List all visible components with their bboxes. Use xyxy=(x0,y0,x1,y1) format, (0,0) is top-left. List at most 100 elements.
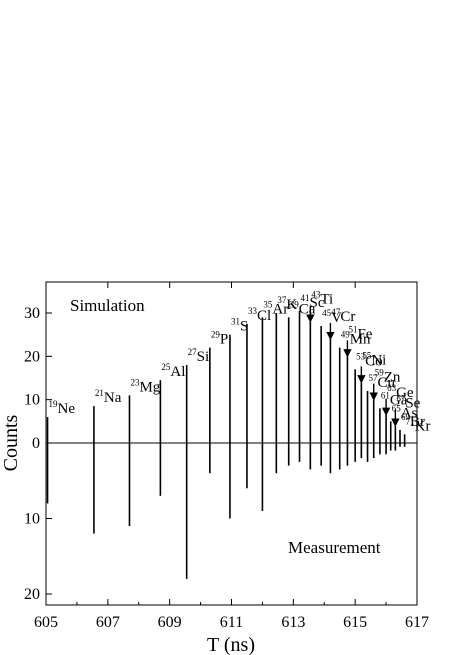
isotope-mass: 23 xyxy=(130,377,140,387)
isotope-mass: 27 xyxy=(188,347,198,357)
isotope-mass: 29 xyxy=(211,330,221,340)
isotope-element: V xyxy=(331,310,342,326)
isotope-element: Br xyxy=(410,414,425,430)
isotope-label: 51Fe xyxy=(348,324,372,342)
isotope-mass: 35 xyxy=(263,299,273,309)
isotope-element: Na xyxy=(104,390,122,406)
isotope-label: 29P xyxy=(211,330,228,348)
isotope-mass: 65 xyxy=(392,403,402,413)
isotope-element: Mn xyxy=(350,332,371,348)
isotope-element: Ne xyxy=(58,401,76,417)
isotope-mass: 43 xyxy=(311,290,321,300)
isotope-label: 49Mn xyxy=(341,330,371,348)
isotope-mass: 53 xyxy=(356,351,366,361)
isotope-mass: 37 xyxy=(277,295,287,305)
isotope-mass: 45 xyxy=(322,308,332,318)
x-tick-label: 615 xyxy=(343,614,367,631)
isotope-element: Ga xyxy=(390,392,408,408)
isotope-label: 43Ti xyxy=(311,290,333,308)
x-tick-label: 617 xyxy=(405,614,429,631)
y-tick-label: 10 xyxy=(24,392,40,409)
isotope-label: 53Co xyxy=(356,351,383,369)
measurement-peaks xyxy=(46,443,406,579)
isotope-label: 27Si xyxy=(188,347,210,365)
isotope-element: Fe xyxy=(357,326,372,342)
isotope-element: Co xyxy=(365,353,383,369)
isotope-label: 41Sc xyxy=(301,293,325,311)
isotope-label: 45V xyxy=(322,308,342,326)
isotope-labels: 19Ne21Na23Mg25Al27Si29P31S33Cl35Ar37K39C… xyxy=(49,290,431,435)
isotope-mass: 61 xyxy=(381,390,390,400)
isotope-label: 63Ge xyxy=(387,383,414,401)
isotope-element: Cr xyxy=(340,309,355,325)
isotope-label: 39Ca xyxy=(290,299,316,317)
x-tick-label: 607 xyxy=(96,614,120,631)
isotope-element: Ca xyxy=(299,301,316,317)
isotope-mass: 41 xyxy=(301,293,310,303)
simulation-label: Simulation xyxy=(70,296,145,315)
isotope-mass: 39 xyxy=(290,299,300,309)
isotope-mass: 55 xyxy=(362,350,372,360)
isotope-mass: 25 xyxy=(161,362,171,372)
isotope-element: Cl xyxy=(257,308,271,324)
isotope-element: Ar xyxy=(272,301,288,317)
isotope-label: 67Se xyxy=(396,394,420,412)
isotope-label: 69Br xyxy=(401,412,425,430)
isotope-element: Ge xyxy=(396,385,414,401)
isotope-label: 21Na xyxy=(95,388,122,406)
isotope-element: Cu xyxy=(378,375,396,391)
isotope-label: 23Mg xyxy=(130,377,160,395)
x-tick-label: 605 xyxy=(34,614,58,631)
y-axis-label: Counts xyxy=(0,414,22,471)
isotope-element: Se xyxy=(405,396,420,412)
isotope-element: S xyxy=(240,319,248,335)
isotope-mass: 31 xyxy=(231,317,240,327)
isotope-mass: 71 xyxy=(406,416,415,426)
isotope-mass: 47 xyxy=(331,307,341,317)
y-tick-label: 0 xyxy=(32,435,40,452)
isotope-label: 25Al xyxy=(161,362,185,380)
isotope-label: 71Kr xyxy=(406,416,431,434)
isotope-element: Ni xyxy=(371,352,386,368)
y-tick-label: 20 xyxy=(24,586,40,603)
isotope-element: As xyxy=(401,405,418,421)
isotope-element: Ti xyxy=(320,292,333,308)
y-axis-ticks-measurement: 10 20 xyxy=(24,511,52,603)
isotope-mass: 63 xyxy=(387,383,397,393)
y-tick-label: 20 xyxy=(24,348,40,365)
x-axis-ticks: 605 607 609 611 613 615 617 xyxy=(34,282,429,631)
measurement-label: Measurement xyxy=(288,538,381,557)
y-tick-label: 10 xyxy=(24,511,40,528)
isotope-mass: 19 xyxy=(49,399,59,409)
isotope-mass: 67 xyxy=(396,394,406,404)
isotope-label: 61Ga xyxy=(381,390,408,408)
isotope-mass: 33 xyxy=(248,306,257,316)
isotope-mass: 21 xyxy=(95,388,104,398)
x-axis-label: T (ns) xyxy=(207,634,255,655)
isotope-element: K xyxy=(286,297,297,313)
y-axis-ticks-simulation: 0 10 20 30 xyxy=(24,305,52,452)
isotope-label: 55Ni xyxy=(362,350,386,368)
simulation-peaks xyxy=(46,310,406,443)
isotope-label: 19Ne xyxy=(49,399,76,417)
isotope-mass: 49 xyxy=(341,330,351,340)
isotope-label: 65As xyxy=(392,403,418,421)
x-tick-label: 609 xyxy=(158,614,182,631)
isotope-label: 57Cu xyxy=(369,373,396,391)
isotope-mass: 51 xyxy=(348,324,357,334)
isotope-mass: 59 xyxy=(375,368,385,378)
isotope-label: 37K xyxy=(277,295,297,313)
y-tick-label: 30 xyxy=(24,305,40,322)
isotope-element: Al xyxy=(170,364,185,380)
isotope-mass: 57 xyxy=(369,373,379,383)
isotope-label: 47Cr xyxy=(331,307,355,325)
isotope-element: Zn xyxy=(384,370,401,386)
x-tick-label: 611 xyxy=(220,614,243,631)
isotope-element: Mg xyxy=(139,379,160,395)
isotope-element: P xyxy=(220,332,228,348)
isotope-element: Kr xyxy=(415,418,431,434)
isotope-mass: 69 xyxy=(401,412,411,422)
isotope-label: 35Ar xyxy=(263,299,288,317)
isotope-label: 33Cl xyxy=(248,306,271,324)
